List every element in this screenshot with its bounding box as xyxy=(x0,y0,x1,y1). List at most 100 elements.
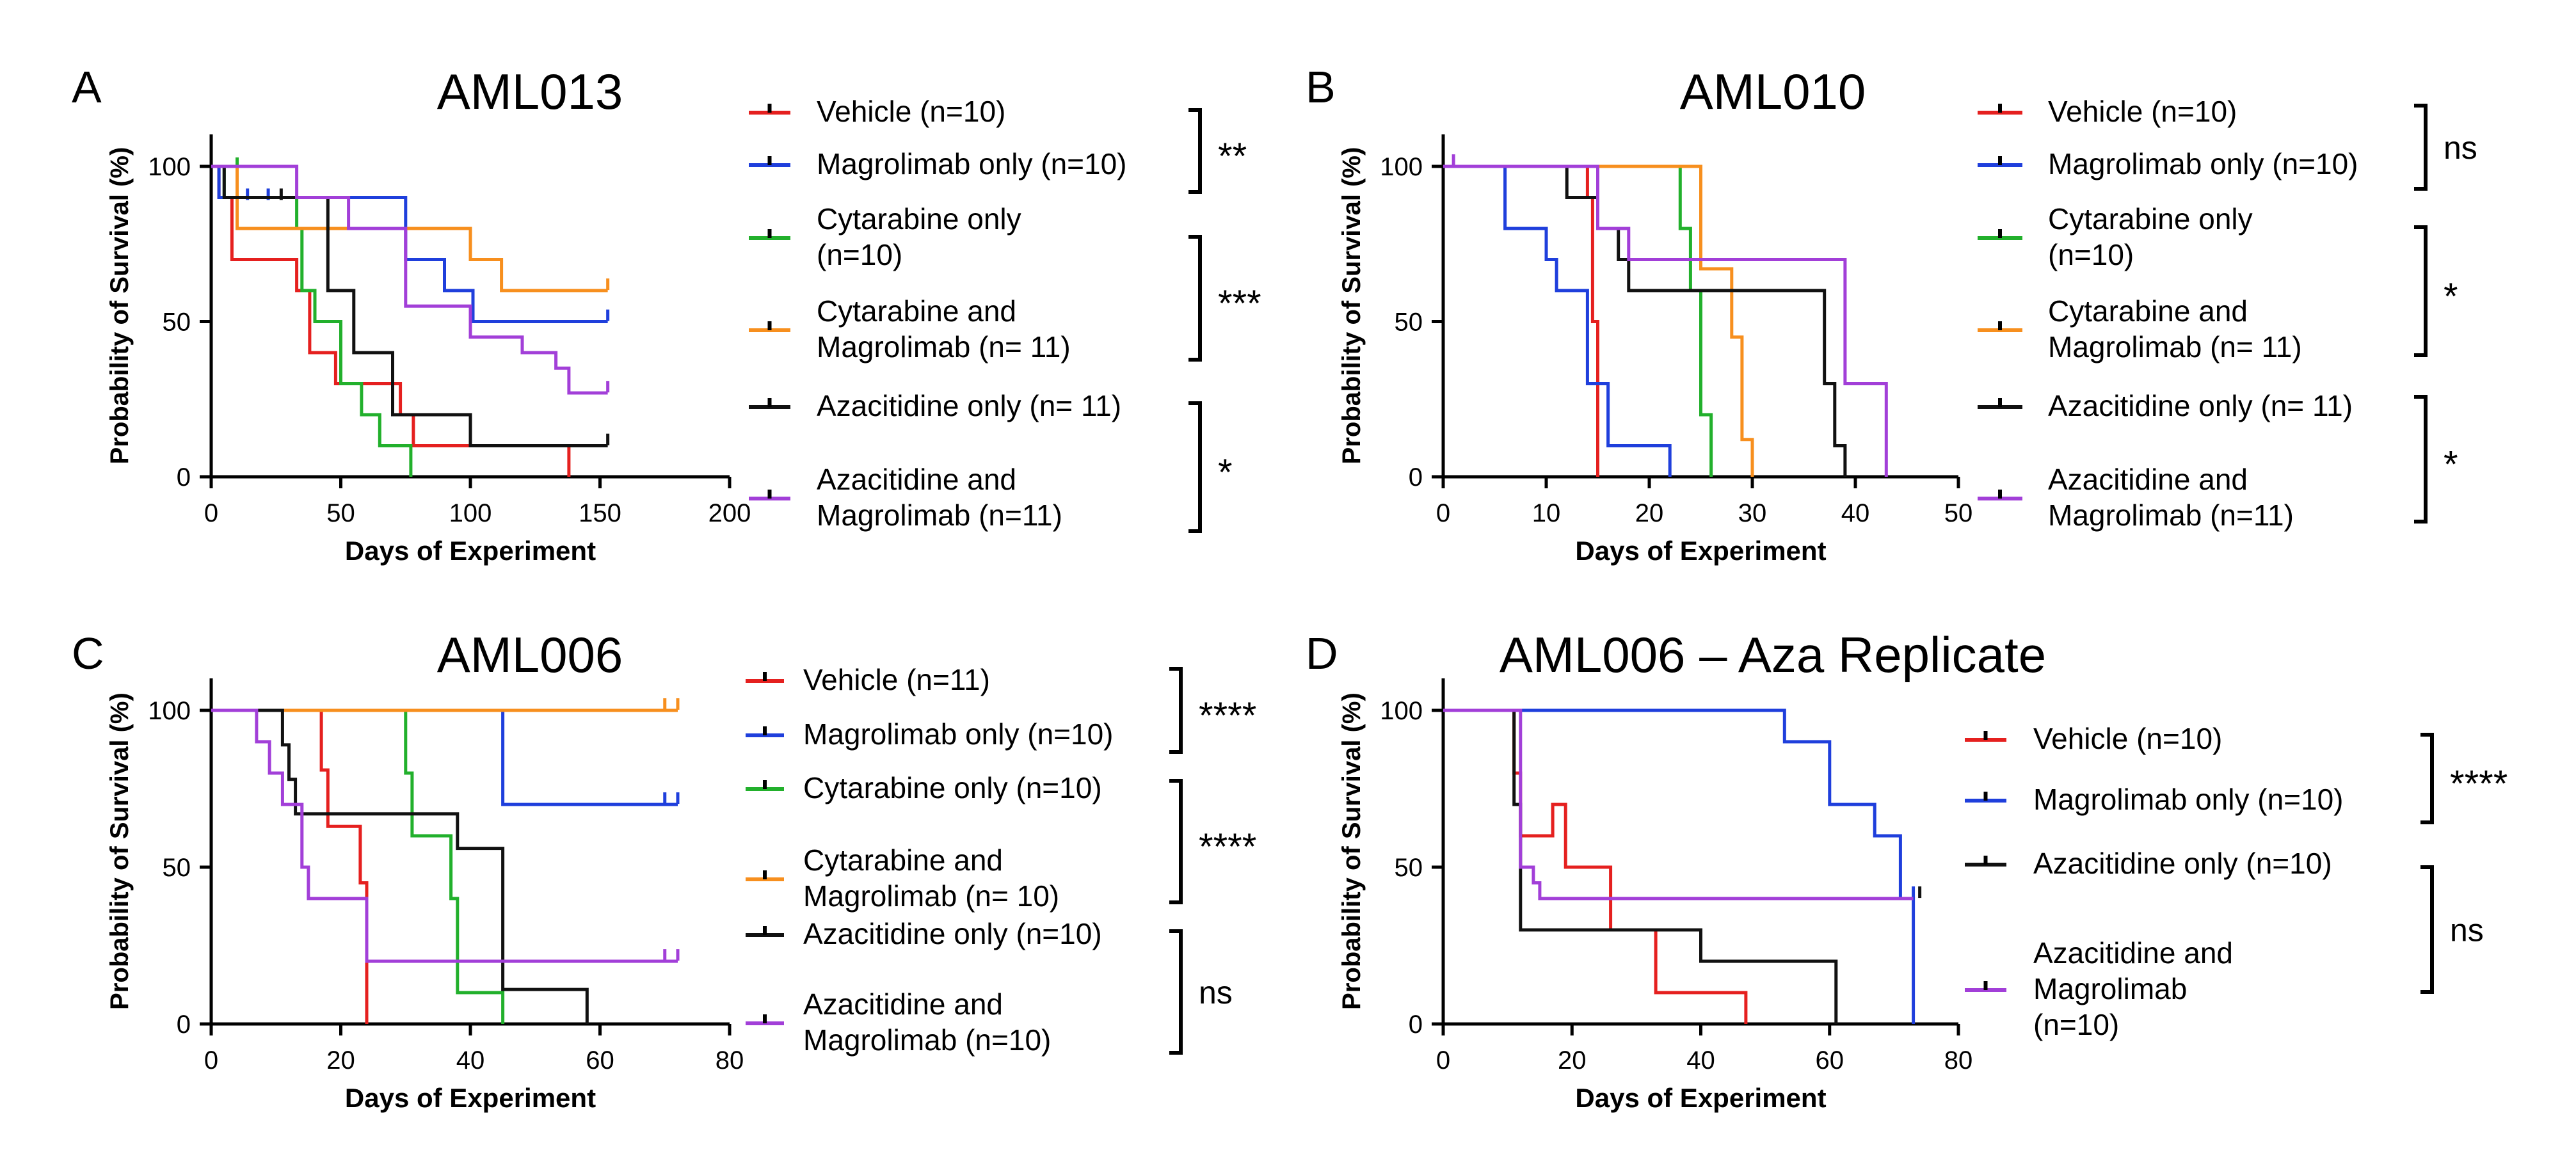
chart-title: AML010 xyxy=(1680,63,1866,120)
legend-label-line: (n=10) xyxy=(2048,238,2134,271)
y-tick-label: 100 xyxy=(1380,697,1423,725)
series-line-4 xyxy=(211,164,608,447)
series-line-2 xyxy=(1443,708,1838,1024)
x-tick-label: 50 xyxy=(1944,499,1973,527)
significance-bracket-1 xyxy=(2420,865,2434,994)
x-tick-label: 0 xyxy=(204,499,218,527)
significance-bracket-2 xyxy=(1169,929,1183,1055)
legend-label-line: Magrolimab only (n=10) xyxy=(2048,147,2358,180)
series-line-0 xyxy=(1443,708,1748,1024)
legend-label-line: Azacitidine and xyxy=(803,987,1003,1021)
significance-bracket-2 xyxy=(2414,395,2428,524)
legend-label-line: Azacitidine and xyxy=(817,463,1016,496)
x-tick-label: 20 xyxy=(1635,499,1664,527)
legend-label-2: Azacitidine only (n=10) xyxy=(2033,847,2332,880)
y-tick-label: 100 xyxy=(148,153,191,181)
y-axis-label: Probability of Survival (%) xyxy=(106,692,134,1010)
significance-bracket-2 xyxy=(1188,401,1202,533)
series-line-3 xyxy=(1443,164,1754,477)
legend-label-4: Azacitidine only (n= 11) xyxy=(2048,389,2353,422)
legend-label-line: Magrolimab (n=11) xyxy=(2048,499,2294,532)
legend-label-3: Cytarabine and Magrolimab (n= 11) xyxy=(817,294,1071,364)
legend-label-5: Azacitidine and Magrolimab (n=11) xyxy=(2048,463,2294,532)
x-tick-label: 40 xyxy=(456,1046,485,1075)
legend-label-1: Magrolimab only (n=10) xyxy=(2033,783,2344,816)
legend-label-1: Magrolimab only (n=10) xyxy=(817,147,1127,180)
legend-label-line: Azacitidine only (n=10) xyxy=(2033,847,2332,880)
x-tick-label: 50 xyxy=(326,499,355,527)
series-line-2 xyxy=(211,708,505,1024)
legend-label-line: Vehicle (n=10) xyxy=(2033,722,2222,755)
x-axis-label: Days of Experiment xyxy=(1575,536,1826,566)
series-line-4 xyxy=(211,708,589,1024)
legend-label-line: Magrolimab (n= 10) xyxy=(803,879,1059,913)
x-tick-label: 10 xyxy=(1532,499,1561,527)
legend-label-2: Cytarabine only (n=10) xyxy=(817,202,1021,271)
legend-label-5: Azacitidine and Magrolimab (n=11) xyxy=(817,463,1062,532)
legend-label-line: Magrolimab (n= 11) xyxy=(2048,330,2302,364)
significance-label-0: ** xyxy=(1218,136,1247,177)
legend-label-line: Magrolimab (n=10) xyxy=(803,1023,1051,1057)
significance-label-1: * xyxy=(2444,276,2458,317)
chart-panel-b: B AML010 0 10 20 30 40 50 0 50 100 Days of Experime… xyxy=(1306,62,2477,566)
chart-title: AML013 xyxy=(437,63,623,120)
x-tick-label: 40 xyxy=(1841,499,1870,527)
significance-bracket-0 xyxy=(1169,667,1183,754)
legend-label-line: (n=10) xyxy=(817,238,902,271)
chart-panel-c: C AML006 0 20 40 60 80 0 50 100 Days of Experiment… xyxy=(72,627,1256,1113)
x-axis-label: Days of Experiment xyxy=(1575,1083,1826,1113)
y-tick-label: 50 xyxy=(1395,308,1423,337)
legend-label-line: Cytarabine only xyxy=(817,202,1021,236)
significance-bracket-0 xyxy=(1188,108,1202,194)
significance-label-0: **** xyxy=(2450,763,2508,805)
x-tick-label: 150 xyxy=(579,499,621,527)
legend-label-1: Magrolimab only (n=10) xyxy=(803,717,1114,751)
x-tick-label: 20 xyxy=(1558,1046,1587,1075)
legend-label-line: Azacitidine only (n=10) xyxy=(803,917,1102,950)
legend-label-2: Cytarabine only (n=10) xyxy=(803,771,1102,804)
x-tick-label: 30 xyxy=(1738,499,1767,527)
legend-label-line: Vehicle (n=10) xyxy=(817,95,1005,128)
legend-label-line: Magrolimab only (n=10) xyxy=(803,717,1114,751)
legend-label-4: Azacitidine only (n=10) xyxy=(803,917,1102,950)
x-tick-label: 0 xyxy=(1436,499,1450,527)
legend-label-line: Cytarabine and xyxy=(2048,294,2248,328)
chart-title: AML006 xyxy=(437,627,623,683)
legend-label-line: Magrolimab (n= 11) xyxy=(817,330,1071,364)
significance-label-1: *** xyxy=(1218,283,1261,324)
significance-label-2: * xyxy=(2444,444,2458,486)
series-line-5 xyxy=(211,708,678,963)
x-tick-label: 0 xyxy=(1436,1046,1450,1075)
legend-label-line: Vehicle (n=10) xyxy=(2048,95,2237,128)
y-tick-label: 100 xyxy=(1380,153,1423,181)
legend-label-line: Azacitidine and xyxy=(2033,936,2233,970)
legend-label-4: Azacitidine only (n= 11) xyxy=(817,389,1121,422)
chart-title: AML006 – Aza Replicate xyxy=(1500,627,2046,683)
significance-label-1: **** xyxy=(1199,826,1256,868)
legend-label-line: Cytarabine only (n=10) xyxy=(803,771,1102,804)
x-tick-label: 60 xyxy=(586,1046,614,1075)
series-line-1 xyxy=(1443,164,1672,477)
significance-label-1: ns xyxy=(2450,913,2484,948)
legend-label-line: Magrolimab xyxy=(2033,972,2187,1005)
significance-bracket-0 xyxy=(2414,104,2428,191)
legend-label-3: Azacitidine and Magrolimab (n=10) xyxy=(2033,936,2233,1041)
legend-label-2: Cytarabine only (n=10) xyxy=(2048,202,2253,271)
series-line-3 xyxy=(211,164,608,292)
series-line-3 xyxy=(1443,708,1914,900)
x-axis-label: Days of Experiment xyxy=(345,1083,596,1113)
y-tick-label: 0 xyxy=(1409,463,1423,492)
y-axis-label: Probability of Survival (%) xyxy=(1338,692,1366,1010)
x-axis-label: Days of Experiment xyxy=(345,536,596,566)
panel-label: A xyxy=(72,62,102,112)
legend-label-line: Azacitidine and xyxy=(2048,463,2248,496)
significance-bracket-1 xyxy=(1169,779,1183,904)
y-axis-label: Probability of Survival (%) xyxy=(1338,147,1366,465)
x-tick-label: 80 xyxy=(1944,1046,1973,1075)
y-tick-label: 50 xyxy=(163,854,191,882)
legend-label-3: Cytarabine and Magrolimab (n= 10) xyxy=(803,843,1059,913)
y-tick-label: 50 xyxy=(1395,854,1423,882)
legend-label-line: Magrolimab (n=11) xyxy=(817,499,1062,532)
